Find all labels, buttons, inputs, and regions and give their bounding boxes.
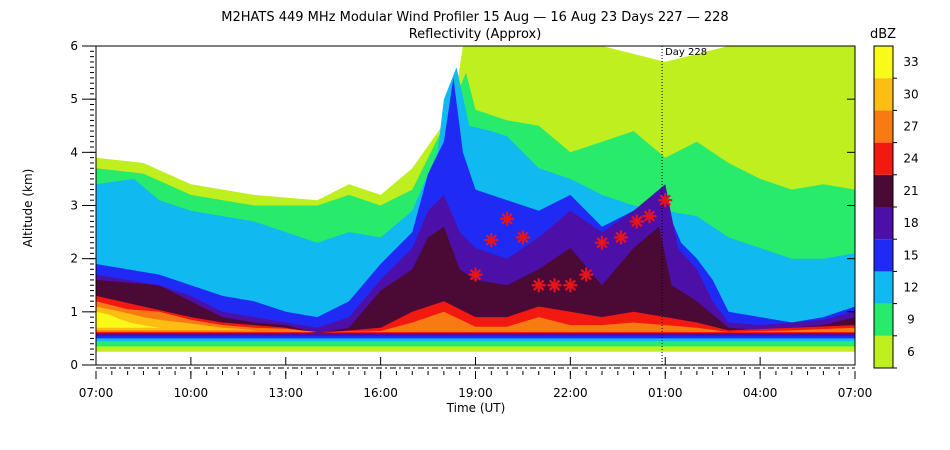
y-tick-label: 2 (70, 252, 78, 266)
star-marker-7 (579, 267, 594, 282)
x-tick-label: 10:00 (174, 386, 209, 400)
star-marker-4 (531, 278, 546, 293)
x-tick-label: 01:00 (648, 386, 683, 400)
star-stroke (631, 215, 643, 228)
star-marker-9 (613, 230, 628, 245)
x-tick-label: 16:00 (363, 386, 398, 400)
colorbar-swatch (874, 207, 893, 240)
x-tick-label: 07:00 (838, 386, 873, 400)
star-marker-1 (484, 233, 499, 248)
colorbar-swatch (874, 174, 893, 207)
star-stroke (548, 279, 561, 291)
colorbar: 6 9 12 15 18 21 24 27 30 33 (873, 45, 919, 369)
colorbar-swatch (874, 110, 893, 143)
star-marker-5 (547, 278, 562, 293)
star-stroke (469, 268, 482, 281)
star-marker-10 (629, 214, 644, 229)
marker-group (468, 193, 673, 293)
contour-group (96, 46, 855, 352)
colorbar-swatch (874, 271, 893, 304)
colorbar-tick-label: 15 (903, 248, 918, 262)
colorbar-tick-label: 21 (903, 184, 918, 198)
day-marker-label: Day 228 (665, 47, 707, 58)
star-stroke (615, 231, 627, 244)
star-stroke (564, 279, 577, 291)
y-tick-label: 6 (70, 39, 78, 53)
colorbar-swatch (874, 239, 893, 272)
y-tick-label: 5 (70, 92, 78, 106)
y-axis-label: Altitude (km) (21, 169, 35, 248)
y-tick-label: 1 (70, 305, 78, 319)
star-marker-6 (563, 278, 578, 293)
contour-layer-6 (96, 295, 855, 334)
colorbar-tick-label: 33 (903, 55, 918, 69)
x-axis-label: Time (UT) (446, 401, 506, 415)
y-axis: 0 1 2 3 4 5 6 (70, 39, 855, 372)
colorbar-swatch (874, 78, 893, 111)
x-tick-label: 22:00 (553, 386, 588, 400)
y-tick-label: 3 (70, 199, 78, 213)
colorbar-tick-label: 27 (903, 120, 918, 134)
star-marker-3 (515, 230, 530, 245)
star-stroke (501, 213, 513, 225)
colorbar-swatch (874, 46, 893, 79)
chart-subtitle: Reflectivity (Approx) (409, 27, 542, 42)
colorbar-swatch (874, 335, 893, 368)
chart-title: M2HATS 449 MHz Modular Wind Profiler 15 … (221, 10, 728, 25)
x-tick-label: 13:00 (268, 386, 303, 400)
star-stroke (580, 268, 592, 281)
star-stroke (485, 234, 497, 246)
day-marker: Day 228 (661, 46, 707, 365)
colorbar-tick-label: 18 (903, 216, 918, 230)
star-stroke (533, 279, 545, 291)
star-marker-2 (500, 211, 515, 226)
star-marker-0 (468, 267, 483, 282)
contour-layer-9 (96, 311, 160, 328)
star-marker-12 (658, 193, 673, 208)
colorbar-tick-label: 30 (903, 87, 918, 101)
x-tick-label: 07:00 (79, 386, 114, 400)
x-axis: 07:00 10:00 13:00 16:00 19:00 22:00 01:00 04:00… (79, 357, 873, 400)
star-stroke (659, 194, 671, 206)
y-tick-label: 0 (70, 358, 78, 372)
star-stroke (643, 210, 656, 222)
colorbar-tick-label: 9 (907, 313, 915, 327)
colorbar-tick-label: 6 (907, 345, 915, 359)
colorbar-swatch (874, 142, 893, 175)
colorbar-tick-label: 12 (903, 281, 918, 295)
star-stroke (517, 231, 529, 244)
plot-area (96, 46, 855, 352)
star-stroke (596, 237, 608, 249)
y-tick-label: 4 (70, 145, 78, 159)
colorbar-swatch (874, 303, 893, 336)
colorbar-tick-label: 24 (903, 152, 918, 166)
colorbar-unit: dBZ (870, 27, 896, 42)
star-marker-8 (595, 235, 609, 250)
x-tick-label: 04:00 (743, 386, 778, 400)
star-marker-11 (642, 209, 657, 224)
x-tick-label: 19:00 (458, 386, 493, 400)
